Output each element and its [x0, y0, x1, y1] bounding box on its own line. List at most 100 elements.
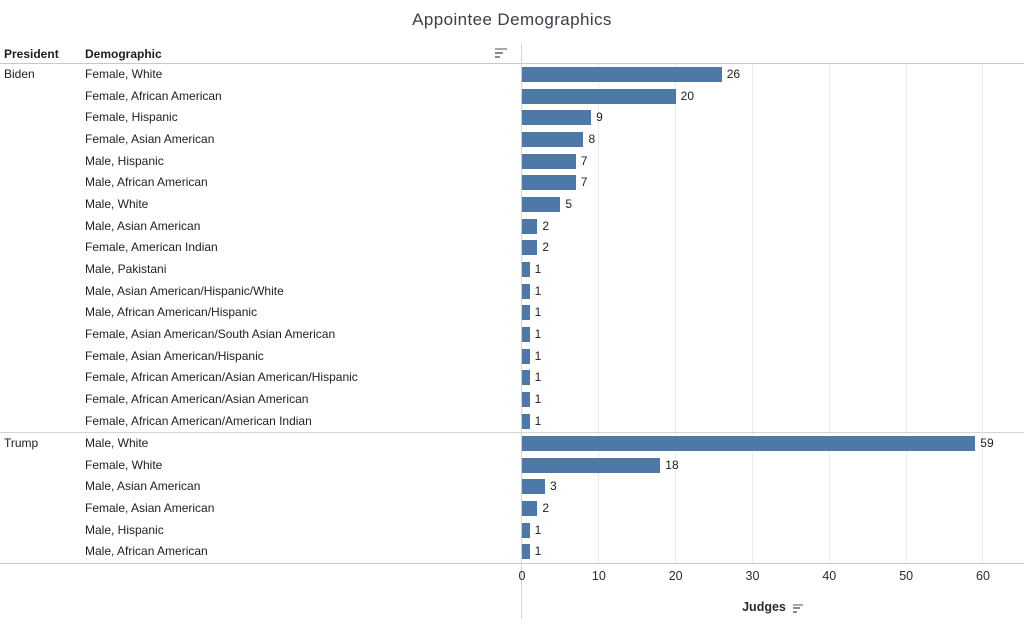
table-row: Biden Female, White 26 — [0, 64, 1024, 86]
bar-value-label: 9 — [596, 110, 603, 125]
gridline — [675, 64, 677, 563]
bar[interactable] — [522, 240, 538, 256]
bar[interactable] — [522, 110, 592, 126]
bar-value-label: 7 — [580, 153, 588, 168]
bar[interactable] — [522, 391, 530, 407]
bar-value-label: 2 — [542, 240, 550, 255]
column-header-demographic[interactable]: Demographic — [85, 47, 162, 61]
bar[interactable] — [522, 305, 530, 321]
bar[interactable] — [522, 457, 661, 473]
demographic-label[interactable]: Female, Hispanic — [85, 110, 178, 125]
demographic-label[interactable]: Male, Hispanic — [85, 153, 164, 168]
x-axis-tick-label: 50 — [899, 569, 914, 583]
demographic-label[interactable]: Female, Asian American/South Asian Ameri… — [85, 326, 336, 341]
table-row: Female, African American 20 — [0, 86, 1024, 108]
table-row: Male, Asian American 2 — [0, 216, 1024, 238]
demographic-label[interactable]: Male, White — [85, 436, 149, 451]
bar-value-label: 2 — [542, 501, 550, 516]
table-row: Female, American Indian 2 — [0, 237, 1024, 259]
demographic-label[interactable]: Female, American Indian — [85, 240, 218, 255]
bar[interactable] — [522, 261, 530, 277]
bar[interactable] — [522, 544, 530, 560]
bar-value-label: 1 — [534, 413, 542, 428]
demographic-label[interactable]: Female, African American/American Indian — [85, 413, 312, 428]
bar-value-label: 1 — [534, 391, 542, 406]
bar[interactable] — [522, 436, 976, 452]
table-row: Male, Pakistani 1 — [0, 259, 1024, 281]
bar-value-label: 1 — [534, 261, 542, 276]
bar-value-label: 1 — [534, 544, 542, 559]
bar[interactable] — [522, 131, 584, 147]
gridline — [905, 64, 907, 563]
x-axis-tick-label: 10 — [591, 569, 606, 583]
demographic-label[interactable]: Female, Asian American — [85, 131, 215, 146]
bar[interactable] — [522, 153, 576, 169]
gridline — [828, 64, 830, 563]
bar-value-label: 1 — [534, 522, 542, 537]
demographic-label[interactable]: Female, African American/Asian American/… — [85, 370, 358, 385]
demographic-label[interactable]: Female, White — [85, 457, 163, 472]
demographic-label[interactable]: Female, White — [85, 67, 163, 81]
bar-value-label: 3 — [550, 479, 557, 494]
president-label[interactable]: Biden — [4, 67, 35, 81]
demographic-label[interactable]: Male, African American — [85, 544, 208, 559]
table-row: Female, African American/Asian American 1 — [0, 389, 1024, 411]
column-header-president[interactable]: President — [4, 47, 59, 61]
table-row: Female, African American/American Indian… — [0, 411, 1024, 433]
bar-value-label: 18 — [665, 457, 679, 472]
sort-descending-icon[interactable] — [495, 48, 507, 58]
bar-value-label: 59 — [980, 436, 994, 451]
chart-title: Appointee Demographics — [412, 10, 612, 29]
demographic-label[interactable]: Female, Asian American/Hispanic — [85, 348, 264, 363]
table-row: Male, Hispanic 7 — [0, 151, 1024, 173]
bar[interactable] — [522, 283, 530, 299]
demographic-label[interactable]: Male, Hispanic — [85, 522, 164, 537]
bar[interactable] — [522, 370, 530, 386]
bar[interactable] — [522, 175, 576, 191]
bar[interactable] — [522, 88, 676, 104]
table-row: Male, White 5 — [0, 194, 1024, 216]
demographic-label[interactable]: Male, Asian American/Hispanic/White — [85, 283, 284, 298]
demographic-label[interactable]: Male, African American — [85, 175, 208, 190]
bar-value-label: 5 — [565, 196, 573, 211]
bar[interactable] — [522, 218, 538, 234]
demographic-label[interactable]: Female, Asian American — [85, 501, 215, 516]
bar-value-label: 1 — [534, 348, 542, 363]
bar-value-label: 1 — [534, 283, 542, 298]
demographic-label[interactable]: Female, African American/Asian American — [85, 391, 309, 406]
bar[interactable] — [522, 522, 530, 538]
gridline — [598, 64, 600, 563]
demographic-label[interactable]: Male, Asian American — [85, 479, 201, 494]
x-axis: 0 10 20 30 40 50 60 — [0, 569, 1024, 585]
demographic-label[interactable]: Male, Pakistani — [85, 261, 167, 276]
bar-value-label: 8 — [588, 131, 596, 146]
bar-value-label: 20 — [680, 88, 695, 103]
x-axis-title-group: Judges — [521, 599, 1024, 615]
president-label[interactable]: Trump — [4, 436, 39, 451]
demographic-label[interactable]: Male, White — [85, 196, 149, 211]
x-axis-tick-label: 0 — [518, 569, 526, 583]
demographic-label[interactable]: Male, Asian American — [85, 218, 201, 233]
bar[interactable] — [522, 67, 722, 82]
demographic-label[interactable]: Male, African American/Hispanic — [85, 305, 258, 320]
table-row: Male, African American 7 — [0, 172, 1024, 194]
table-row: Male, Hispanic 1 — [0, 520, 1024, 542]
bar[interactable] — [522, 479, 546, 495]
bar[interactable] — [522, 326, 530, 342]
table-row: Female, Hispanic 9 — [0, 107, 1024, 129]
bar[interactable] — [522, 348, 530, 364]
bar[interactable] — [522, 501, 538, 517]
bar[interactable] — [522, 196, 561, 212]
bar[interactable] — [522, 413, 530, 429]
sort-descending-icon[interactable] — [792, 603, 803, 613]
table-row: Female, Asian American 2 — [0, 498, 1024, 520]
bar-value-label: 1 — [534, 370, 542, 385]
axis-baseline — [0, 563, 1024, 564]
table-row: Male, Asian American 3 — [0, 476, 1024, 498]
demographic-label[interactable]: Female, African American — [85, 88, 222, 103]
header-divider-line — [0, 63, 1024, 64]
table-row: Female, Asian American 8 — [0, 129, 1024, 151]
table-row: Male, Asian American/Hispanic/White 1 — [0, 281, 1024, 303]
table-row: Male, African American 1 — [0, 541, 1024, 563]
